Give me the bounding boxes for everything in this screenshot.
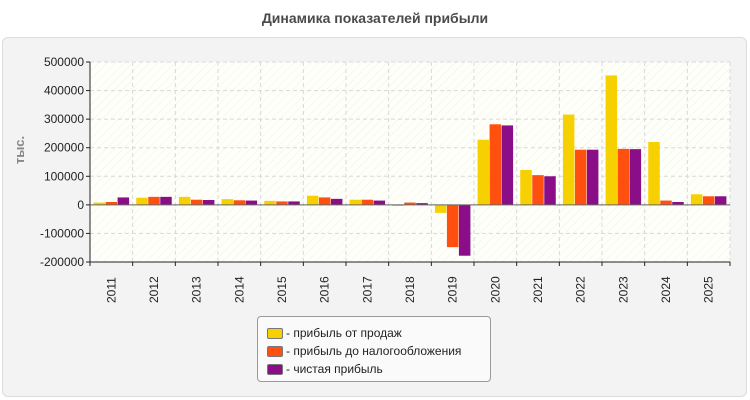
bar-sales-profit-2012 [136,197,148,205]
bar-sales-profit-2020 [477,139,490,205]
legend: - прибыль от продаж - прибыль до налогоо… [257,316,491,382]
x-tick-label: 2015 [275,276,289,303]
bar-pretax-profit-2013 [190,199,203,205]
bar-net-profit-2021 [544,176,556,205]
x-tick-label: 2021 [531,276,545,303]
x-tick-label: 2023 [616,276,630,303]
bar-pretax-profit-2021 [532,175,544,205]
bar-net-profit-2014 [245,200,258,205]
legend-label-net-profit: - чистая прибыль [286,362,383,376]
y-tick-label: -200000 [40,255,84,269]
x-tick-label: 2025 [702,276,716,303]
bar-sales-profit-2016 [306,195,319,205]
bar-net-profit-2013 [202,200,215,205]
legend-swatch-sales-profit [267,327,283,339]
bar-pretax-profit-2023 [617,148,630,205]
x-tick-label: 2014 [232,276,246,303]
x-tick-label: 2022 [574,276,588,303]
x-tick-label: 2018 [403,276,417,303]
x-tick-label: 2024 [659,276,673,303]
bar-net-profit-2024 [672,202,684,205]
bar-sales-profit-2017 [349,199,362,205]
x-tick-label: 2019 [446,276,460,303]
bar-sales-profit-2022 [562,114,575,205]
bar-net-profit-2020 [501,125,514,205]
bar-net-profit-2015 [288,201,300,205]
legend-item-pretax-profit: - прибыль до налогообложения [267,342,490,360]
bar-pretax-profit-2020 [489,124,502,205]
x-tick-label: 2011 [104,277,118,303]
bar-net-profit-2018 [416,203,428,205]
bar-sales-profit-2011 [93,202,106,205]
legend-item-sales-profit: - прибыль от продаж [267,324,490,342]
bar-sales-profit-2024 [648,142,660,205]
bar-pretax-profit-2016 [318,197,331,205]
y-tick-label: 200000 [44,141,84,155]
bar-pretax-profit-2012 [148,196,160,205]
legend-label-pretax-profit: - прибыль до налогообложения [286,344,462,358]
bar-net-profit-2017 [373,200,386,205]
bar-net-profit-2011 [117,197,130,205]
y-tick-label: 300000 [44,112,84,126]
bar-sales-profit-2021 [520,170,532,205]
bar-sales-profit-2013 [178,196,191,205]
bar-sales-profit-2025 [690,194,703,205]
x-tick-label: 2013 [190,276,204,303]
y-tick-label: 0 [77,198,84,212]
x-tick-label: 2020 [488,276,502,303]
bar-net-profit-2016 [330,198,343,205]
bar-sales-profit-2019 [434,204,447,213]
bar-net-profit-2025 [714,196,727,205]
bar-pretax-profit-2018 [404,202,416,205]
bar-sales-profit-2023 [605,75,618,205]
y-tick-label: -100000 [40,226,84,240]
bar-net-profit-2023 [629,149,642,205]
y-tick-label: 400000 [44,84,84,98]
legend-swatch-pretax-profit [267,345,283,357]
bar-sales-profit-2014 [221,199,234,205]
bar-pretax-profit-2017 [361,199,374,205]
bar-net-profit-2019 [458,204,471,256]
bar-pretax-profit-2011 [105,202,118,205]
bar-sales-profit-2015 [264,200,276,205]
legend-swatch-net-profit [267,363,283,375]
bar-sales-profit-2018 [392,204,404,206]
bar-pretax-profit-2015 [276,201,288,205]
legend-item-net-profit: - чистая прибыль [267,360,490,378]
chart-title: Динамика показателей прибыли [261,10,489,26]
x-tick-label: 2012 [147,276,161,303]
x-tick-label: 2017 [360,276,374,303]
y-axis-label: тыс. [12,136,27,164]
y-tick-label: 100000 [44,169,84,183]
bar-pretax-profit-2024 [660,200,672,205]
bar-net-profit-2012 [160,196,172,205]
bar-net-profit-2022 [586,149,599,205]
bar-pretax-profit-2022 [574,149,587,205]
bar-pretax-profit-2019 [446,204,459,248]
y-tick-label: 500000 [44,55,84,69]
x-tick-label: 2016 [318,276,332,303]
legend-label-sales-profit: - прибыль от продаж [286,326,402,340]
bar-pretax-profit-2025 [702,196,715,205]
bar-pretax-profit-2014 [233,200,246,205]
